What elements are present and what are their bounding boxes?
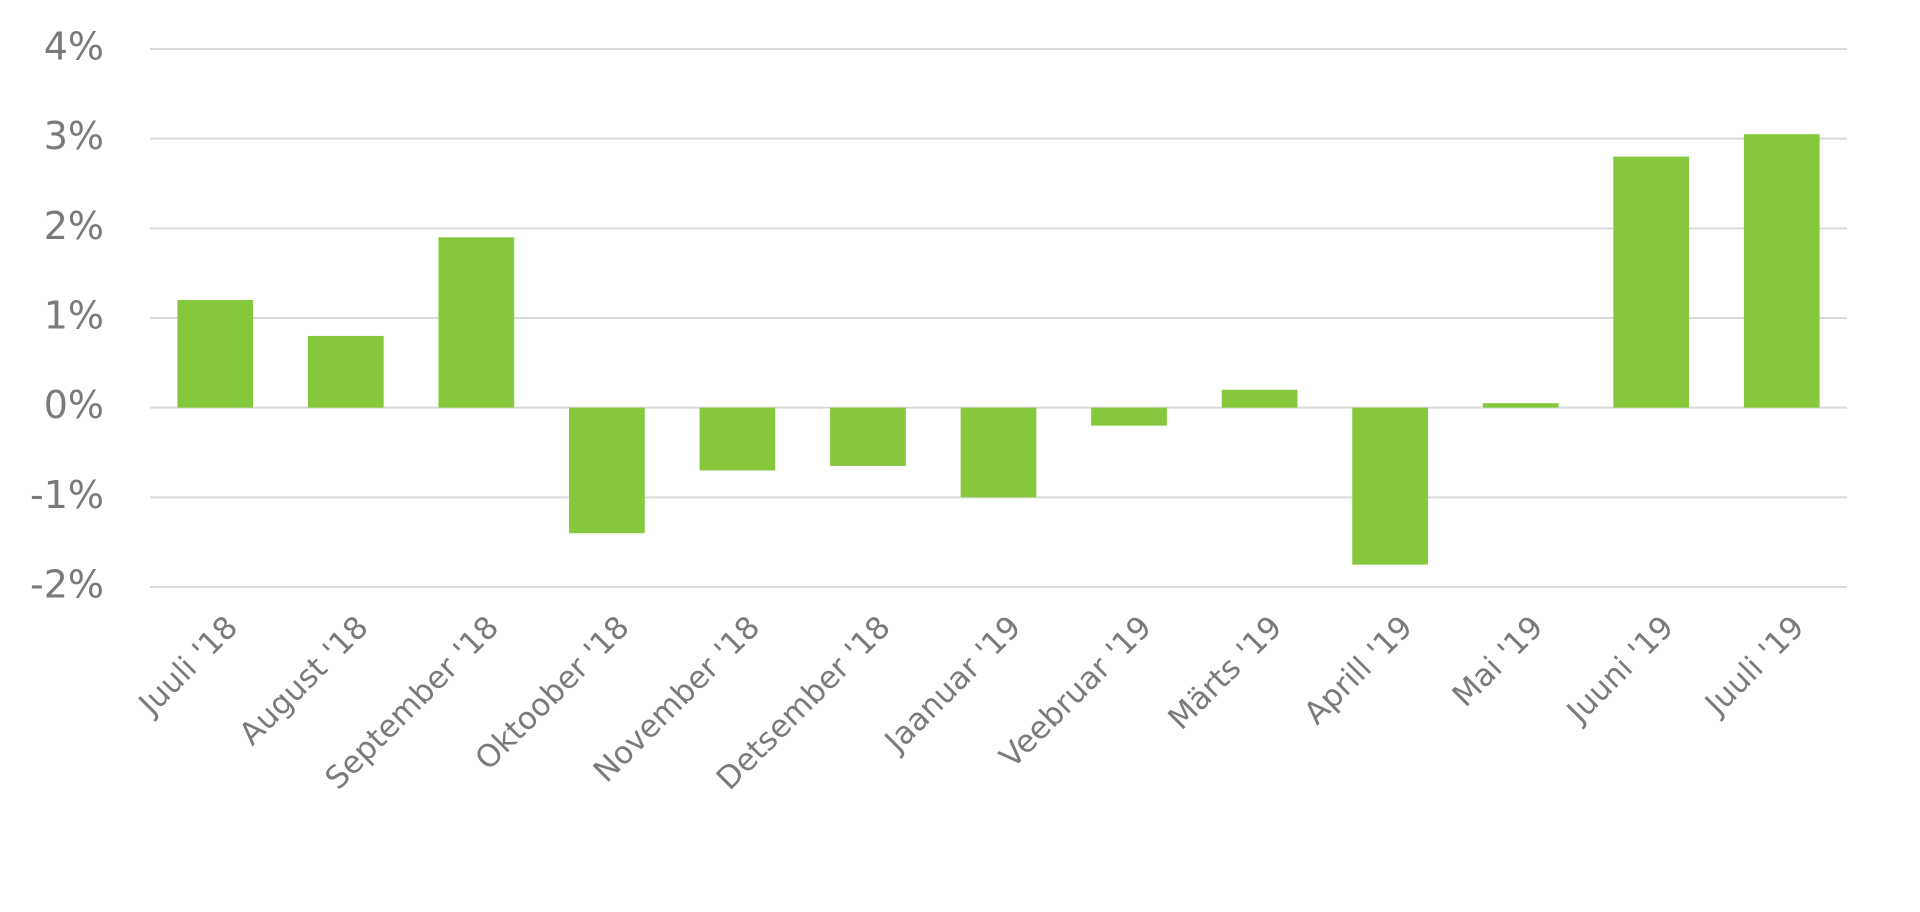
bar [569, 407, 645, 534]
x-tick-label: Juuni '19 [1559, 609, 1681, 731]
x-tick-label: August '18 [232, 609, 375, 752]
x-tick-label: Märts '19 [1162, 609, 1290, 737]
bar [830, 407, 906, 466]
bar [1743, 134, 1820, 408]
bar [960, 407, 1037, 498]
bar [307, 335, 384, 408]
y-tick-label: 1% [44, 294, 104, 338]
bar [1352, 407, 1428, 565]
bar [1221, 389, 1298, 408]
y-tick-label: 2% [44, 204, 104, 248]
y-tick-label: 4% [44, 25, 104, 69]
x-tick-label: Mai '19 [1446, 609, 1551, 714]
x-tick-label: Aprill '19 [1297, 609, 1420, 732]
x-tick-label: Juuli '18 [131, 609, 245, 723]
x-tick-label: Juuli '19 [1697, 609, 1811, 723]
bar [1091, 407, 1167, 426]
bar [1482, 403, 1559, 408]
y-tick-label: -2% [30, 563, 104, 607]
bar [699, 407, 776, 471]
y-tick-label: 0% [44, 383, 104, 427]
bar [1613, 156, 1690, 408]
y-tick-label: -1% [30, 473, 104, 517]
bar [438, 237, 515, 408]
bar [177, 300, 254, 408]
y-tick-label: 3% [44, 114, 104, 158]
